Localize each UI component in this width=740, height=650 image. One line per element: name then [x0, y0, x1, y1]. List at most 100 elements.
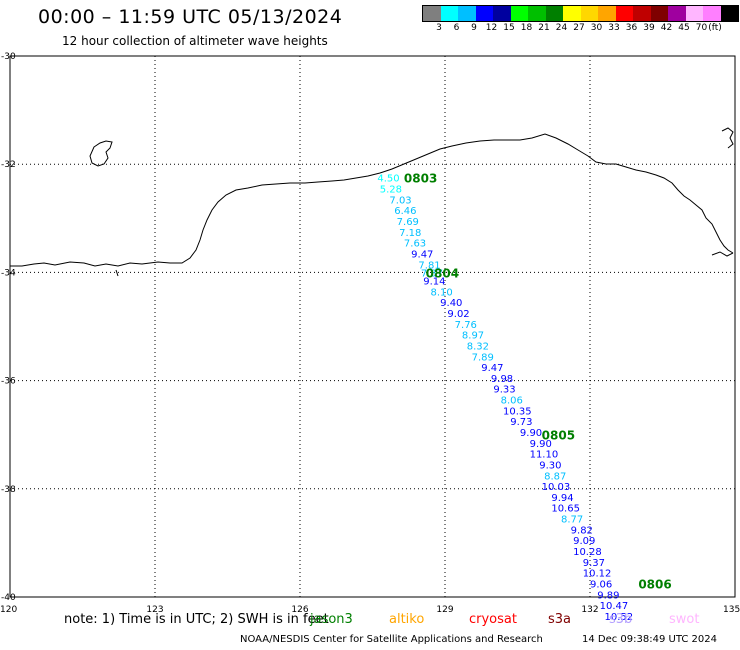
longitude-label: 129 [436, 605, 453, 615]
footer-credit: NOAA/NESDIS Center for Satellite Applica… [240, 634, 543, 645]
track-time-label: 0803 [404, 172, 437, 186]
wave-height-value: 9.06 [590, 579, 612, 590]
track-time-label: 0805 [542, 429, 575, 443]
wave-height-value: 10.65 [551, 504, 580, 515]
satellite-list: jason3 altiko cryosat s3a s3b swot [64, 612, 740, 628]
longitude-label: 132 [581, 605, 598, 615]
latitude-label: -38 [1, 485, 16, 495]
latitude-label: -30 [1, 52, 16, 62]
wave-height-value: 9.33 [493, 385, 515, 396]
legend-label: 42 [660, 23, 673, 33]
latitude-label: -40 [1, 593, 16, 603]
wave-height-value: 9.14 [423, 277, 445, 288]
wave-height-value: 9.90 [530, 439, 552, 450]
wave-height-value: 10.28 [573, 547, 602, 558]
wave-height-value: 7.81 [418, 260, 440, 271]
legend-swatch [563, 6, 581, 21]
wave-height-value: 9.90 [520, 428, 542, 439]
satellite-label-s3b: s3b [609, 612, 633, 627]
satellite-label-cryosat: cryosat [469, 612, 517, 627]
longitude-label: 126 [291, 605, 308, 615]
wave-height-value: 8.77 [561, 515, 583, 526]
latitude-label: -32 [1, 160, 16, 170]
wave-height-value: 10.47 [600, 601, 629, 612]
footer-timestamp: 14 Dec 09:38:49 UTC 2024 [582, 634, 717, 645]
wave-height-value: 9.40 [440, 298, 462, 309]
legend-swatch [633, 6, 651, 21]
legend-swatch [720, 6, 738, 21]
longitude-label: 135 [723, 605, 740, 615]
legend-swatch [458, 6, 476, 21]
legend-label: 27 [573, 23, 585, 33]
wave-height-value: 8.10 [431, 287, 453, 298]
legend-swatch [545, 6, 563, 21]
wave-height-value: 9.89 [597, 590, 619, 601]
wave-height-value: 9.47 [411, 249, 433, 260]
wave-height-value: 8.87 [544, 471, 566, 482]
legend-label: 12 [485, 23, 498, 33]
legend-label: 6 [453, 23, 460, 33]
legend-swatch [615, 6, 633, 21]
satellite-label-swot: swot [669, 612, 700, 627]
legend-label: 24 [555, 23, 568, 33]
wave-height-value: 9.37 [583, 558, 605, 569]
mainland-coastline [10, 133, 734, 267]
satellite-label-altiko: altiko [389, 612, 425, 627]
legend-label: 39 [643, 23, 655, 33]
wave-height-value: 4.50 [377, 174, 399, 185]
legend-label: 21 [538, 23, 550, 33]
grid-lines [10, 56, 735, 597]
wave-height-value: 9.09 [573, 536, 595, 547]
legend-label: 45 [678, 23, 690, 33]
wave-height-value: 9.98 [491, 374, 513, 385]
track-values: 4.505.287.036.467.697.187.639.477.817.37… [377, 174, 633, 623]
legend-label: 70 [695, 23, 708, 33]
wave-height-value: 7.03 [389, 195, 411, 206]
wave-height-value: 9.73 [510, 417, 532, 428]
wave-height-value: 7.63 [404, 239, 426, 250]
legend-swatches [422, 5, 739, 22]
satellite-label-jason3: jason3 [310, 612, 353, 627]
latitude-label: -34 [1, 268, 16, 278]
wave-height-value: 6.46 [394, 206, 416, 217]
legend-label: 9 [471, 23, 477, 33]
legend-swatch [580, 6, 598, 21]
note-text: note: 1) Time is in UTC; 2) SWH is in fe… [64, 612, 329, 627]
wave-height-value: 9.30 [539, 460, 561, 471]
wave-height-value: 10.12 [583, 569, 612, 580]
legend-unit: (ft) [708, 23, 722, 33]
legend-swatch [440, 6, 458, 21]
wave-height-value: 10.03 [542, 482, 571, 493]
legend-swatch [510, 6, 528, 21]
legend-label: 33 [608, 23, 620, 33]
wave-height-value: 8.97 [462, 331, 484, 342]
legend-label: 18 [520, 23, 533, 33]
legend-swatch [685, 6, 703, 21]
legend-swatch [650, 6, 668, 21]
legend-swatch [668, 6, 686, 21]
wave-height-value: 7.37 [421, 268, 443, 279]
island-coastline [89, 140, 113, 167]
latitude-label: -36 [1, 377, 16, 387]
wave-height-value: 7.89 [472, 352, 494, 363]
wave-height-value: 10.52 [605, 612, 634, 623]
map-title: 00:00 – 11:59 UTC 05/13/2024 [38, 6, 343, 28]
legend-label: 15 [503, 23, 515, 33]
wave-height-value: 5.28 [380, 185, 402, 196]
legend-label: 36 [625, 23, 638, 33]
track-time-labels: 0803 0804 0805 0806 [404, 172, 672, 592]
longitude-label: 120 [0, 605, 17, 615]
legend-swatch [528, 6, 546, 21]
track-time-label: 0804 [426, 266, 459, 280]
color-legend: 3 6 9 12 15 18 21 24 27 30 33 36 39 42 45 70 (ft) [422, 5, 739, 36]
legend-labels: 3 6 9 12 15 18 21 24 27 30 33 36 39 42 45 70 (ft) [422, 22, 739, 36]
satellite-label-s3a: s3a [548, 612, 572, 627]
wave-height-value: 7.18 [399, 228, 421, 239]
legend-swatch [598, 6, 616, 21]
wave-height-value: 7.76 [455, 320, 477, 331]
legend-swatch [703, 6, 721, 21]
wave-height-value: 9.82 [571, 525, 593, 536]
coast-tick [115, 269, 119, 277]
track-time-label: 0806 [638, 577, 671, 591]
